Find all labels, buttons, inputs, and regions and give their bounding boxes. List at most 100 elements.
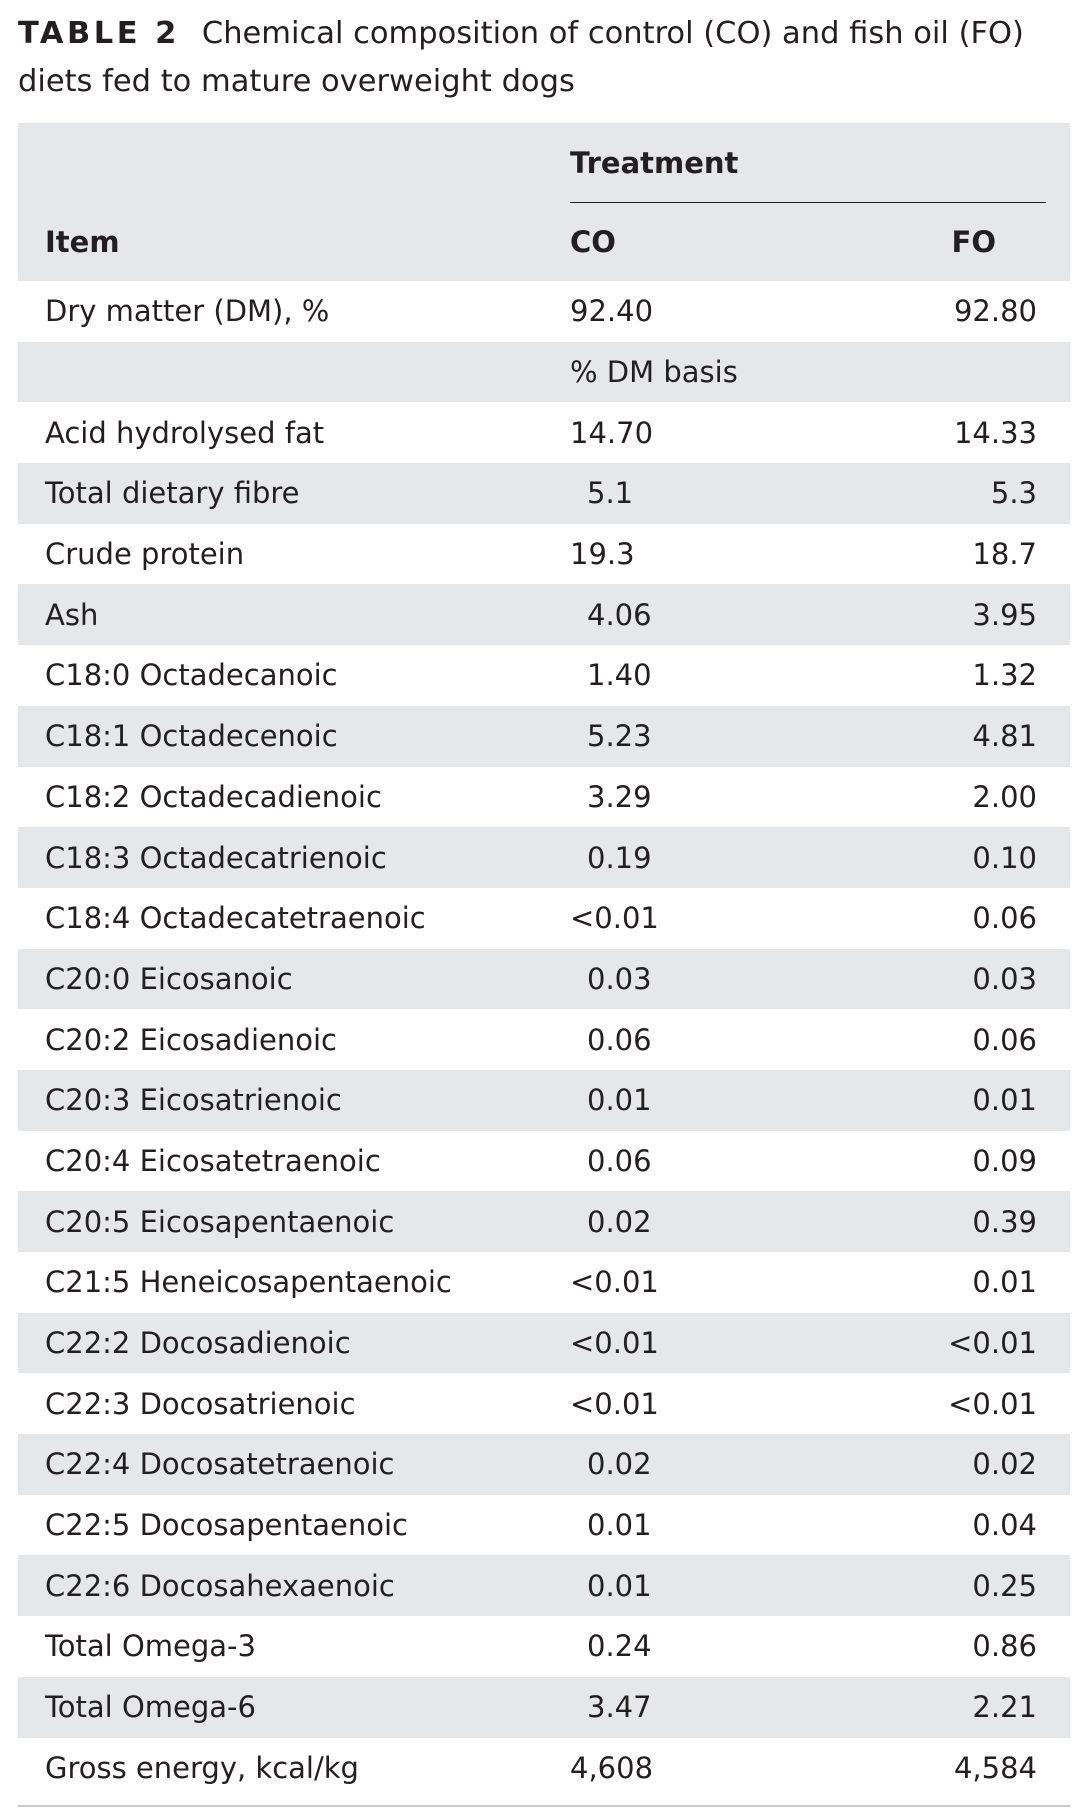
column-header-fo: FO [900,203,1070,281]
fo-value-cell: 0.39 [900,1191,1070,1252]
fo-value-cell: 18.7 [972,537,1037,572]
table-row: C22:3 Docosatrienoic <0.01 <0.01 [18,1373,1070,1434]
co-value-cell: <0.01 [570,1312,900,1374]
co-value-cell: 0.06 [587,1022,652,1057]
fo-value-cell: 1.32 [972,658,1037,693]
table-caption: TABLE 2 Chemical composition of control (… [18,10,1058,106]
co-value-cell: 4.06 [570,584,900,646]
co-value-cell: <0.01 [570,1265,659,1300]
treatment-underline [570,201,1046,203]
item-cell: C18:4 Octadecatetraenoic [45,901,426,936]
table-row: Total dietary fibre 5.1 5.3 [18,463,1070,524]
header-row-columns: Item CO FO [18,203,1070,281]
item-cell: C18:2 Octadecadienoic [45,779,382,814]
table-row: C22:2 Docosadienoic <0.01 <0.01 [18,1312,1070,1374]
item-cell: Total Omega-6 [18,1676,570,1738]
co-value-cell: 0.06 [587,1143,652,1178]
table-row: C21:5 Heneicosapentaenoic <0.01 0.01 [18,1252,1070,1313]
co-value-cell: <0.01 [570,1386,659,1421]
co-value-cell: 5.23 [570,705,900,767]
composition-table: Treatment Item CO FO Dry matter (DM), % 9… [18,123,1070,1798]
item-cell: C20:4 Eicosatetraenoic [45,1143,381,1178]
fo-value-cell: 0.01 [972,1265,1037,1300]
table-row: Ash 4.06 3.95 [18,584,1070,646]
table-row: Total Omega-6 3.47 2.21 [18,1676,1070,1738]
treatment-label: Treatment [570,146,739,180]
co-value-cell: 92.40 [570,294,654,329]
table-row: C22:5 Docosapentaenoic 0.01 0.04 [18,1495,1070,1556]
fo-value-cell: 0.03 [900,948,1070,1010]
table-row: C22:4 Docosatetraenoic 0.02 0.02 [18,1434,1070,1495]
item-cell: C22:2 Docosadienoic [18,1312,570,1374]
fo-value-cell: 0.06 [972,1022,1037,1057]
table-row: C18:1 Octadecenoic 5.23 4.81 [18,705,1070,767]
co-value-cell: 3.47 [570,1676,900,1738]
fo-value-cell: 0.10 [900,827,1070,888]
table-row: Total Omega-3 0.24 0.86 [18,1616,1070,1677]
item-cell: C20:3 Eicosatrienoic [18,1069,570,1131]
fo-value-cell: <0.01 [900,1312,1070,1374]
table-row: C18:2 Octadecadienoic 3.29 2.00 [18,767,1070,828]
fo-value-cell: 0.09 [972,1143,1037,1178]
basis-label: % DM basis [570,341,1070,403]
fo-value-cell: 0.86 [972,1629,1037,1664]
table-row: C20:4 Eicosatetraenoic 0.06 0.09 [18,1131,1070,1192]
table-row: C22:6 Docosahexaenoic 0.01 0.25 [18,1555,1070,1617]
fo-value-cell: 0.04 [972,1508,1037,1543]
table-row: C20:3 Eicosatrienoic 0.01 0.01 [18,1069,1070,1131]
fo-value-cell: <0.01 [948,1386,1037,1421]
table-row: C20:5 Eicosapentaenoic 0.02 0.39 [18,1191,1070,1252]
co-value-cell: 0.01 [587,1508,652,1543]
table-row: C20:2 Eicosadienoic 0.06 0.06 [18,1009,1070,1070]
item-cell: Gross energy, kcal/kg [45,1750,359,1785]
table-row: Gross energy, kcal/kg 4,608 4,584 [18,1738,1070,1799]
item-cell: C20:0 Eicosanoic [18,948,570,1010]
table-row: Dry matter (DM), % 92.40 92.80 [18,281,1070,342]
co-value-cell: 14.70 [570,415,654,450]
basis-empty-cell [18,341,570,403]
table-row: Crude protein 19.3 18.7 [18,524,1070,585]
co-value-cell: 0.19 [570,827,900,888]
fo-value-cell: 92.80 [953,294,1037,329]
item-cell: C20:5 Eicosapentaenoic [18,1191,570,1252]
fo-value-cell: 2.00 [972,779,1037,814]
co-value-cell: 0.01 [570,1555,900,1617]
co-value-cell: 1.40 [587,658,652,693]
co-value-cell: 0.03 [570,948,900,1010]
co-value-cell: 0.02 [570,1434,900,1495]
table-row: C20:0 Eicosanoic 0.03 0.03 [18,948,1070,1010]
co-value-cell: <0.01 [570,901,659,936]
item-cell: Ash [18,584,570,646]
co-value-cell: 3.29 [587,779,652,814]
item-cell: Acid hydrolysed fat [45,415,325,450]
fo-value-cell: 3.95 [900,584,1070,646]
basis-row: % DM basis [18,341,1070,403]
table-row: C18:0 Octadecanoic 1.40 1.32 [18,645,1070,706]
column-header-co: CO [570,203,900,281]
item-cell: C18:3 Octadecatrienoic [18,827,570,888]
header-row-group: Treatment [18,123,1070,203]
item-cell: Total Omega-3 [45,1629,256,1664]
co-value-cell: 0.01 [570,1069,900,1131]
fo-value-cell: 0.06 [972,901,1037,936]
fo-value-cell: 4,584 [953,1750,1037,1785]
table-row: C18:4 Octadecatetraenoic <0.01 0.06 [18,888,1070,949]
treatment-group-header: Treatment [570,123,1070,203]
column-header-item: Item [18,203,570,281]
item-cell: Dry matter (DM), % [45,294,330,329]
co-value-cell: 19.3 [570,537,635,572]
table-body: Dry matter (DM), % 92.40 92.80 % DM basis Ac… [18,281,1070,1798]
co-value-cell: 5.1 [570,463,900,524]
co-value-cell: 0.24 [587,1629,652,1664]
fo-value-cell: 0.01 [900,1069,1070,1131]
item-cell: Crude protein [45,537,245,572]
table-title: Chemical composition of control (CO) and… [18,16,1024,99]
table-row: C18:3 Octadecatrienoic 0.19 0.10 [18,827,1070,888]
item-cell: Total dietary fibre [18,463,570,524]
item-cell: C21:5 Heneicosapentaenoic [45,1265,452,1300]
table-label: TABLE 2 [18,16,180,51]
header-empty-cell [18,123,570,203]
table-bottom-rule [18,1805,1070,1807]
table-row: Acid hydrolysed fat 14.70 14.33 [18,402,1070,463]
item-cell: C18:1 Octadecenoic [18,705,570,767]
